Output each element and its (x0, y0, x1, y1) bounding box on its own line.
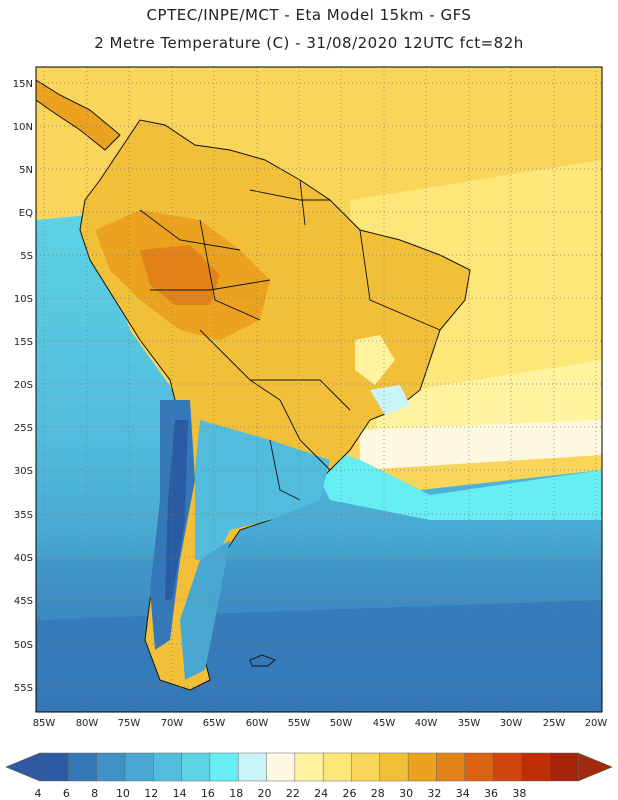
colorbar-label: 16 (201, 787, 215, 800)
lat-label: 55S (14, 683, 33, 694)
colorbar-label: 4 (35, 787, 42, 800)
colorbar-label: 12 (144, 787, 158, 800)
colorbar-label: 18 (229, 787, 243, 800)
colorbar-cell (464, 752, 494, 782)
lat-label: 10N (13, 122, 33, 133)
lat-label: 5S (20, 251, 33, 262)
southern-cone-cool (195, 420, 330, 560)
lon-label: 60W (246, 718, 269, 729)
andes-coldest-core (165, 420, 188, 600)
lat-label: 5N (19, 165, 33, 176)
colorbar-label: 30 (399, 787, 413, 800)
colorbar-label: 22 (286, 787, 300, 800)
colorbar-label: 14 (173, 787, 187, 800)
colorbar-cell (549, 752, 579, 782)
lon-label: 35W (458, 718, 481, 729)
longitude-labels: 85W 80W 75W 70W 65W 60W 55W 50W 45W 40W … (33, 718, 608, 729)
lat-label: 15N (13, 79, 33, 90)
colorbar-cell (351, 752, 381, 782)
colorbar-label: 28 (371, 787, 385, 800)
lon-label: 75W (118, 718, 141, 729)
lat-label: 45S (14, 596, 33, 607)
colorbar-cell (266, 752, 296, 782)
lat-label: 40S (14, 553, 33, 564)
lon-label: 80W (76, 718, 99, 729)
latitude-labels: 15N 10N 5N EQ 5S 10S 15S 20S 25S 30S 35S… (13, 79, 33, 694)
lon-label: 20W (585, 718, 608, 729)
colorbar-label: 20 (258, 787, 272, 800)
brazil-highland-cool (370, 385, 410, 415)
coastal-cold-tongue (300, 440, 602, 520)
colorbar-cell (294, 752, 324, 782)
colorbar-cell (436, 752, 466, 782)
colorbar-label: 34 (456, 787, 470, 800)
colorbar-cell (96, 752, 126, 782)
lon-label: 85W (33, 718, 56, 729)
lat-label: 10S (14, 294, 33, 305)
colorbar-cell (379, 752, 409, 782)
colorbar-cell (124, 752, 154, 782)
country-borders (139, 179, 441, 501)
colorbar-cell (209, 752, 239, 782)
lon-label: 65W (203, 718, 226, 729)
lat-label: EQ (19, 208, 33, 219)
colorbar-cell (521, 752, 551, 782)
colorbar-cell (181, 752, 211, 782)
lon-label: 40W (415, 718, 438, 729)
central-america-land (36, 79, 121, 151)
lat-label: 50S (14, 640, 33, 651)
map-field (36, 67, 602, 712)
lat-label: 15S (14, 337, 33, 348)
colorbar-cell (237, 752, 268, 782)
colorbar-cell (322, 752, 353, 782)
map-subtitle: 2 Metre Temperature (C) - 31/08/2020 12U… (94, 34, 524, 52)
colorbar-label: 8 (91, 787, 98, 800)
colorbar-cells (39, 752, 579, 782)
colorbar-label: 10 (116, 787, 130, 800)
colorbar-label: 24 (314, 787, 328, 800)
brazil-highland-pale (355, 335, 395, 385)
colorbar-cell (39, 752, 69, 782)
colorbar-label: 32 (427, 787, 441, 800)
colorbar-cell (68, 752, 98, 782)
colorbar-label: 6 (63, 787, 70, 800)
lon-label: 25W (543, 718, 566, 729)
lat-label: 20S (14, 380, 33, 391)
colorbar-cell (153, 752, 183, 782)
colorbar-right-arrow (577, 752, 613, 782)
lat-label: 25S (14, 423, 33, 434)
falkland-islands (249, 654, 276, 667)
colorbar-label: 26 (342, 787, 356, 800)
atlantic-pale-strip (360, 420, 602, 470)
lon-label: 45W (373, 718, 396, 729)
colorbar: 4 6 8 10 12 14 16 18 20 22 24 26 28 30 32 34 36 38 (5, 752, 613, 800)
lon-label: 30W (500, 718, 523, 729)
lon-label: 50W (330, 718, 353, 729)
colorbar-cell (492, 752, 522, 782)
colorbar-cell (407, 752, 437, 782)
patagonia-cool (180, 540, 230, 680)
lat-label: 35S (14, 510, 33, 521)
colorbar-label: 38 (512, 787, 526, 800)
colorbar-labels: 4 6 8 10 12 14 16 18 20 22 24 26 28 30 32 34 36 38 (35, 787, 527, 800)
colorbar-label: 36 (484, 787, 498, 800)
lat-label: 30S (14, 466, 33, 477)
map-frame (35, 66, 603, 713)
lon-label: 70W (161, 718, 184, 729)
colorbar-left-arrow (5, 752, 41, 782)
lon-label: 55W (288, 718, 311, 729)
map-title: CPTEC/INPE/MCT - Eta Model 15km - GFS (146, 6, 472, 24)
